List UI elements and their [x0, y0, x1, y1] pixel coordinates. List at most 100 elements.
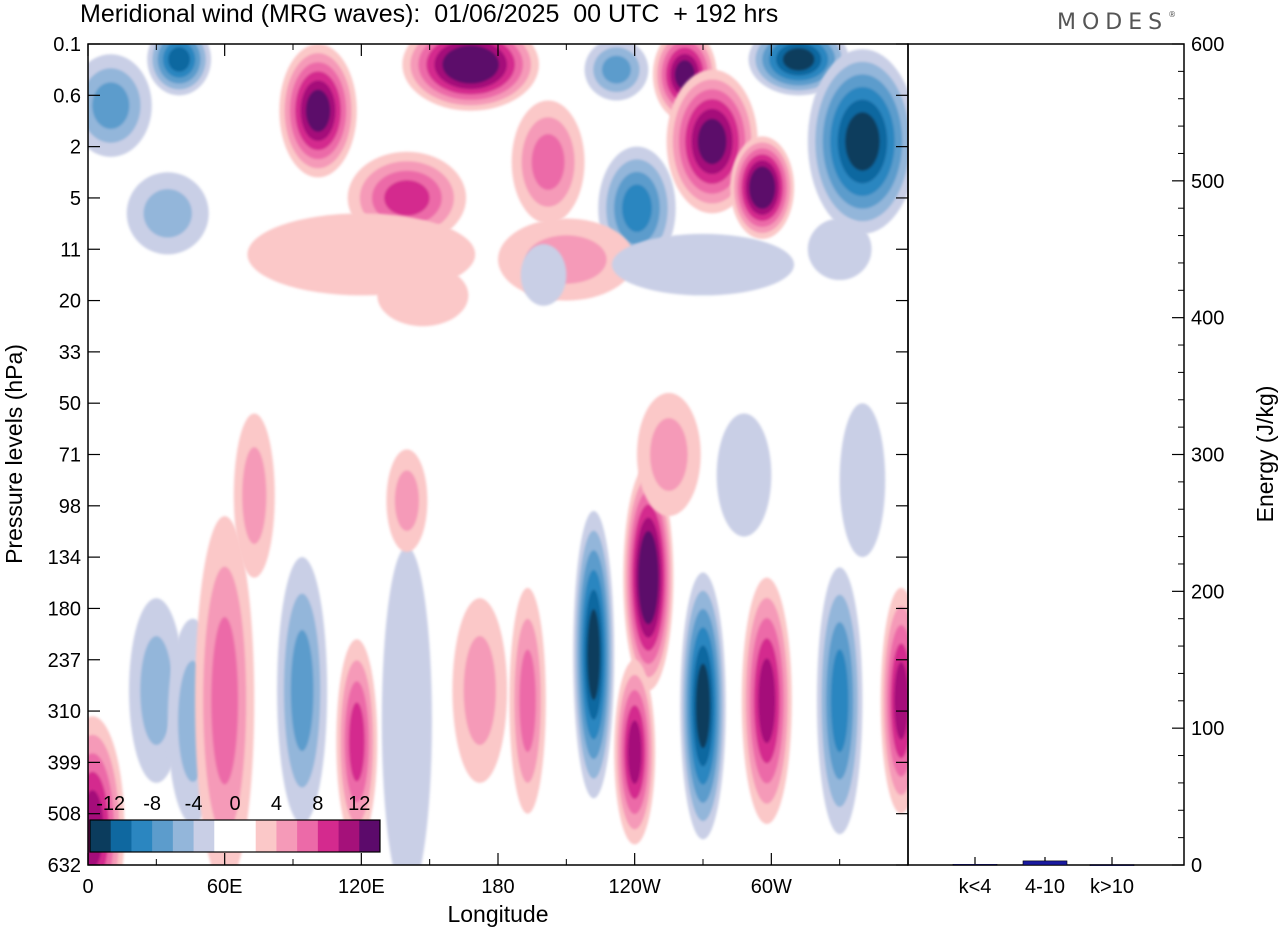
colorbar-label: -8 — [143, 793, 161, 815]
contour-band — [587, 609, 601, 701]
contour-band — [640, 544, 656, 612]
negative-wind-contour — [126, 172, 209, 255]
y-tick-label: 508 — [48, 804, 81, 826]
negative-wind-contour — [680, 572, 726, 840]
y-tick-label: 310 — [48, 701, 81, 723]
positive-wind-contour — [636, 392, 701, 517]
y-tick-label: 71 — [59, 445, 81, 467]
contour-band — [807, 218, 872, 281]
y-tick-label: 0.1 — [53, 34, 81, 56]
positive-wind-contour — [402, 44, 539, 111]
negative-wind-contour — [816, 567, 863, 835]
positive-wind-contour — [233, 413, 275, 578]
energy-bar-k>10 — [1089, 864, 1135, 866]
y-tick-label: 33 — [59, 342, 81, 364]
contour-band — [211, 617, 239, 785]
energy-category-label: k>10 — [1090, 876, 1134, 898]
y-tick-label: 237 — [48, 650, 81, 672]
contour-band — [348, 702, 365, 782]
contour-band — [894, 661, 908, 740]
contour-band — [450, 50, 491, 79]
positive-wind-contour — [509, 587, 546, 814]
contour-band — [305, 89, 331, 132]
energy-tick-label: 500 — [1191, 171, 1224, 193]
colorbar-swatch — [359, 820, 381, 852]
contour-band — [381, 546, 432, 865]
contour-band — [622, 184, 652, 232]
contour-band — [650, 418, 688, 491]
colorbar-swatch — [317, 820, 339, 852]
colorbar-swatch — [152, 820, 174, 852]
energy-bar-k<4 — [952, 864, 998, 866]
contour-band — [601, 55, 631, 84]
positive-wind-contour — [730, 136, 795, 239]
positive-wind-contour — [452, 598, 508, 783]
y-tick-label: 5 — [70, 188, 81, 210]
contour-band — [520, 244, 567, 306]
positive-wind-contour — [511, 100, 585, 224]
negative-wind-contour — [277, 557, 328, 824]
contour-band — [377, 264, 469, 327]
energy-tick-label: 200 — [1191, 581, 1224, 603]
negative-wind-contour — [611, 233, 795, 296]
contour-band — [463, 636, 496, 746]
contour-band — [519, 649, 536, 752]
negative-wind-contour — [88, 54, 152, 157]
y-tick-label: 11 — [60, 239, 81, 261]
y-tick-label: 2 — [70, 137, 81, 159]
energy-bar-4-10 — [1022, 860, 1068, 866]
energy-category-label: 4-10 — [1025, 876, 1065, 898]
contour-band — [839, 403, 886, 558]
contour-band — [695, 663, 711, 749]
x-tick-label: 120E — [338, 876, 385, 898]
energy-tick-label: 600 — [1191, 34, 1224, 56]
y-axis-title: Pressure levels (hPa) — [1, 344, 27, 564]
x-tick-label: 0 — [82, 876, 93, 898]
energy-category-label: k<4 — [959, 876, 992, 898]
negative-wind-contour — [839, 403, 886, 558]
contour-band — [782, 48, 815, 71]
x-tick-label: 180 — [481, 876, 514, 898]
colorbar-swatch — [235, 820, 257, 852]
positive-wind-contour — [614, 659, 656, 845]
y-tick-label: 98 — [59, 496, 81, 518]
contour-band — [531, 134, 565, 190]
colorbar-swatch — [90, 820, 112, 852]
positive-wind-contour — [336, 639, 378, 845]
y-tick-label: 180 — [48, 598, 81, 620]
energy-panel-frame — [907, 43, 1185, 866]
x-tick-label: 120W — [609, 876, 661, 898]
negative-wind-contour — [807, 218, 872, 281]
energy-tick-label: 400 — [1191, 308, 1224, 330]
colorbar-swatch — [193, 820, 215, 852]
energy-tick-label: 100 — [1191, 718, 1224, 740]
positive-wind-contour — [195, 516, 255, 865]
colorbar-swatch — [338, 820, 360, 852]
colorbar-label: -4 — [185, 793, 203, 815]
colorbar-label: 8 — [312, 793, 323, 815]
contour-band — [143, 189, 192, 238]
contour-band — [845, 112, 880, 171]
negative-wind-contour — [147, 44, 211, 96]
positive-wind-contour — [386, 449, 428, 552]
colorbar-swatch — [172, 820, 194, 852]
colorbar-swatch — [131, 820, 153, 852]
x-tick-label: 60W — [751, 876, 792, 898]
positive-wind-contour — [377, 264, 469, 327]
contour-band — [92, 82, 130, 129]
negative-wind-contour — [520, 244, 567, 306]
x-axis-title: Longitude — [447, 901, 548, 927]
contour-band — [290, 630, 314, 752]
energy-axis-title: Energy (J/kg) — [1252, 386, 1278, 523]
contour-band — [384, 180, 430, 216]
heatmap-contours — [88, 44, 908, 865]
colorbar-label: 12 — [348, 793, 370, 815]
positive-wind-contour — [279, 44, 357, 178]
contour-band — [168, 47, 191, 72]
x-tick-label: 60E — [207, 876, 243, 898]
chart-title: Meridional wind (MRG waves): 01/06/2025 … — [80, 0, 779, 28]
colorbar-frame — [89, 819, 381, 853]
positive-wind-contour — [741, 577, 792, 824]
contour-band — [394, 470, 419, 531]
